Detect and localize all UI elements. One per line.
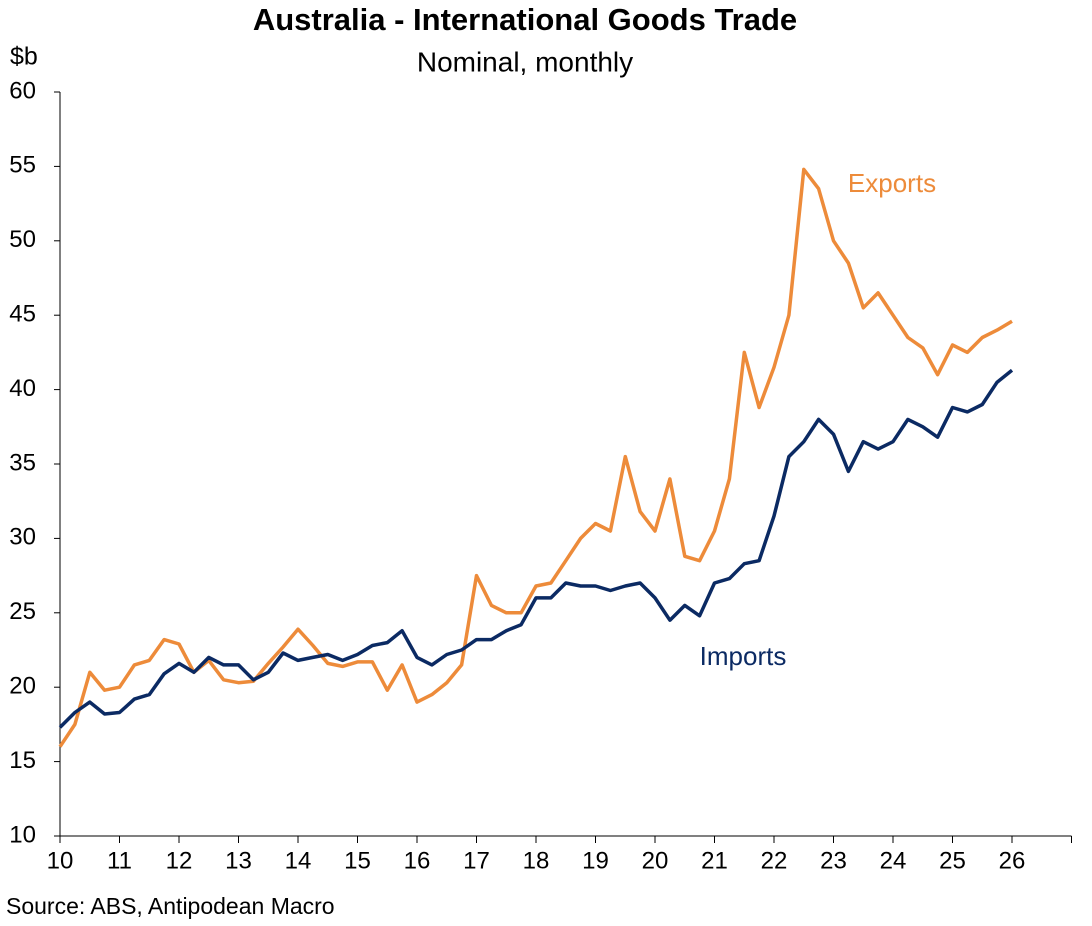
x-tick-label: 10 (47, 847, 74, 874)
x-tick-label: 22 (761, 847, 788, 874)
x-tick-label: 20 (642, 847, 669, 874)
x-tick-label: 23 (820, 847, 847, 874)
y-tick-label: 20 (9, 673, 36, 700)
y-tick-label: 55 (9, 152, 36, 179)
y-tick-label: 35 (9, 449, 36, 476)
x-tick-label: 21 (701, 847, 728, 874)
series-label: Exports (848, 168, 936, 198)
x-tick-label: 11 (107, 847, 132, 874)
x-tick-label: 17 (463, 847, 490, 874)
source-note: Source: ABS, Antipodean Macro (6, 893, 335, 919)
y-tick-label: 15 (9, 747, 36, 774)
y-axis-label: $b (10, 43, 38, 71)
x-tick-label: 26 (999, 847, 1026, 874)
x-tick-label: 25 (939, 847, 966, 874)
y-tick-label: 25 (9, 598, 36, 625)
chart-title: Australia - International Goods Trade (253, 2, 797, 37)
series-line (58, 167, 1013, 748)
series-label: Imports (700, 641, 787, 671)
y-tick-label: 10 (9, 821, 36, 848)
x-tick-label: 15 (344, 847, 371, 874)
x-tick-label: 16 (404, 847, 431, 874)
y-tick-label: 50 (9, 226, 36, 253)
y-tick-label: 60 (9, 77, 36, 104)
chart-subtitle: Nominal, monthly (417, 46, 633, 77)
x-tick-label: 12 (166, 847, 193, 874)
y-tick-label: 45 (9, 301, 36, 328)
x-tick-label: 18 (523, 847, 550, 874)
x-tick-label: 24 (880, 847, 907, 874)
x-tick-label: 19 (582, 847, 609, 874)
series-line (58, 368, 1014, 729)
y-tick-label: 30 (9, 524, 36, 551)
x-tick-label: 13 (225, 847, 252, 874)
x-tick-label: 14 (285, 847, 312, 874)
y-tick-label: 40 (9, 375, 36, 402)
